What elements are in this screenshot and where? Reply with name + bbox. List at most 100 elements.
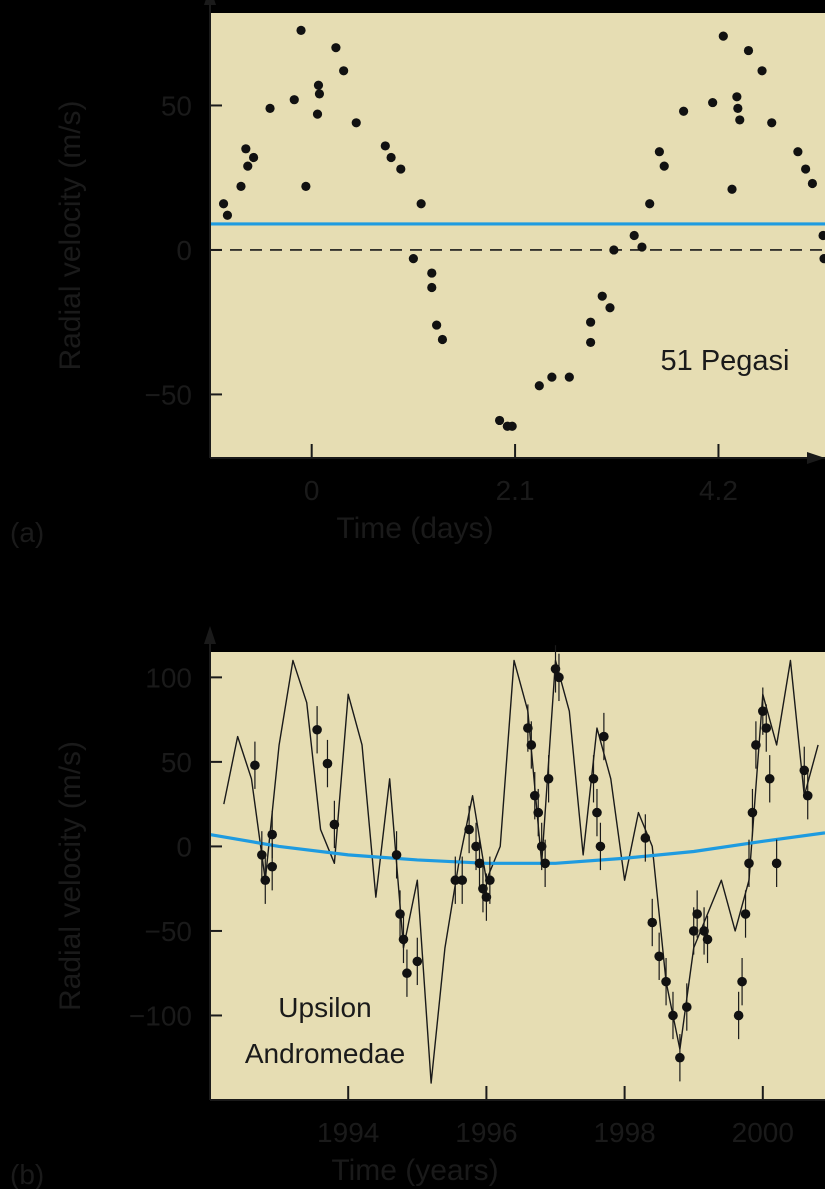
data-point xyxy=(526,740,537,750)
data-point xyxy=(312,109,323,119)
x-axis-title: Time (years) xyxy=(331,1154,498,1187)
data-point xyxy=(675,1052,685,1063)
data-point xyxy=(408,254,418,264)
x-axis-arrow xyxy=(807,452,825,464)
data-point xyxy=(481,892,492,902)
y-tick-label: −100 xyxy=(129,1000,192,1031)
data-point xyxy=(767,118,777,128)
data-point xyxy=(661,976,671,987)
data-point xyxy=(432,320,442,330)
data-point xyxy=(241,144,251,154)
black-series-line xyxy=(223,659,819,1084)
star-name-annotation-line2: Andromedae xyxy=(245,1038,405,1069)
data-point xyxy=(313,80,324,90)
y-tick-label: −50 xyxy=(145,379,193,410)
data-point xyxy=(678,106,689,116)
data-point xyxy=(605,303,615,313)
data-point xyxy=(737,976,747,987)
data-point xyxy=(609,245,619,255)
y-tick-label: 50 xyxy=(161,90,192,121)
data-point xyxy=(257,850,267,860)
data-point xyxy=(744,858,754,869)
data-point xyxy=(733,1010,744,1021)
data-point xyxy=(540,858,550,869)
data-point xyxy=(743,45,754,56)
plot-area xyxy=(210,652,825,1100)
data-point xyxy=(402,968,412,979)
x-axis-title: Time (days) xyxy=(336,512,493,545)
data-point xyxy=(802,790,813,801)
data-point xyxy=(647,917,658,928)
data-point xyxy=(243,161,253,171)
data-point xyxy=(727,184,737,194)
data-point xyxy=(702,934,713,945)
y-axis-arrow xyxy=(204,626,216,644)
data-point xyxy=(536,841,547,852)
data-point xyxy=(396,164,406,174)
data-point xyxy=(692,909,702,919)
data-point xyxy=(533,807,544,818)
data-point xyxy=(640,833,651,843)
plot-area xyxy=(210,13,825,458)
data-point xyxy=(801,164,811,174)
data-point xyxy=(708,97,718,108)
star-name-annotation-line1: Upsilon xyxy=(278,992,371,1023)
data-point xyxy=(427,268,437,278)
data-point xyxy=(386,152,396,163)
y-tick-label: 0 xyxy=(176,235,192,266)
data-point xyxy=(267,861,277,872)
data-point xyxy=(793,147,803,157)
data-point xyxy=(681,1002,692,1012)
data-point xyxy=(819,254,825,264)
data-point xyxy=(586,337,596,348)
data-point xyxy=(331,43,341,53)
blue-series-line xyxy=(209,831,825,865)
data-point xyxy=(391,850,402,860)
data-point xyxy=(236,181,246,191)
x-tick-label: 1998 xyxy=(593,1117,655,1148)
data-point xyxy=(267,829,277,840)
data-point xyxy=(427,282,437,293)
data-point xyxy=(329,819,340,830)
data-point xyxy=(534,381,544,391)
data-point xyxy=(740,909,751,919)
data-point xyxy=(818,230,825,241)
x-tick-label: 1994 xyxy=(317,1117,379,1148)
data-point xyxy=(599,731,609,742)
data-point xyxy=(761,723,772,733)
data-point xyxy=(597,291,607,301)
data-point xyxy=(478,883,488,894)
x-tick-label: 2.1 xyxy=(496,475,535,506)
data-point xyxy=(314,89,325,99)
data-point xyxy=(464,824,474,835)
data-point xyxy=(529,790,540,801)
data-point xyxy=(668,1010,678,1021)
x-tick-label: 4.2 xyxy=(699,475,738,506)
data-point xyxy=(450,875,461,886)
star-name-annotation: 51 Pegasi xyxy=(661,345,790,377)
data-point xyxy=(764,773,775,784)
data-point xyxy=(586,317,596,327)
x-tick-label: 0 xyxy=(304,475,320,506)
data-point xyxy=(322,758,333,769)
data-point xyxy=(554,672,564,683)
data-point xyxy=(799,765,810,776)
data-point xyxy=(523,723,533,733)
data-point xyxy=(735,115,745,125)
data-point xyxy=(351,118,361,128)
data-point xyxy=(751,740,761,750)
data-point xyxy=(659,161,669,171)
data-point xyxy=(771,858,782,869)
panel-label: (a) xyxy=(10,517,44,548)
data-point xyxy=(250,760,260,771)
x-tick-label: 2000 xyxy=(732,1117,794,1148)
data-point xyxy=(398,934,409,945)
data-point xyxy=(543,773,554,784)
panel-label: (b) xyxy=(10,1159,44,1189)
data-point xyxy=(437,334,448,345)
data-point xyxy=(550,664,561,674)
data-point xyxy=(637,242,647,252)
data-point xyxy=(654,147,664,157)
data-point xyxy=(412,956,423,967)
data-point xyxy=(395,909,405,919)
